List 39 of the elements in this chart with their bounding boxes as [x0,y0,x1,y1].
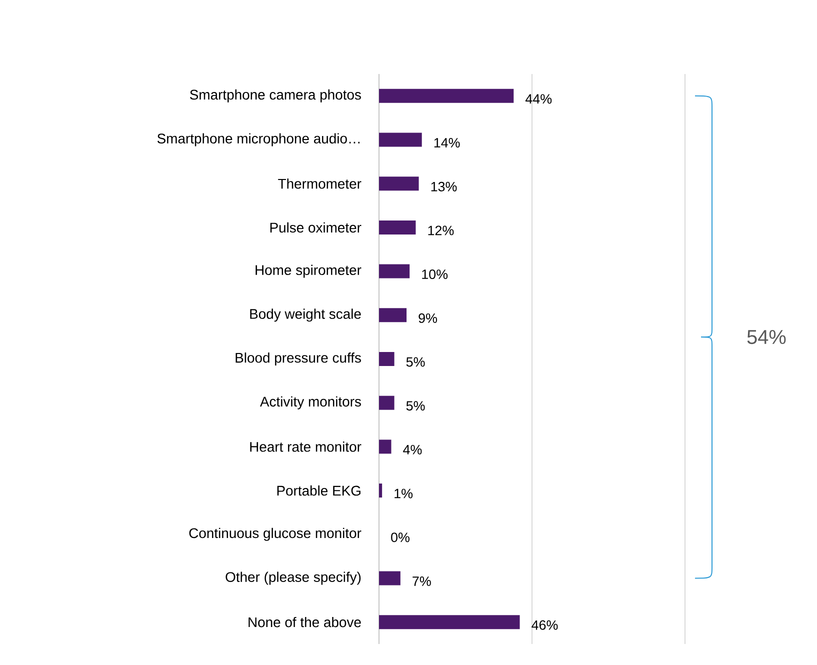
data-label: 44% [525,94,552,104]
bar [379,132,422,147]
data-label: 7% [412,576,431,586]
data-label: 0% [391,532,410,542]
y-tick-label: Continuous glucose monitor [189,528,362,541]
bar [379,396,394,410]
y-tick-label: Other (please specify) [226,572,361,585]
y-tick-label: Smartphone microphone audio… [157,133,360,146]
y-tick-label: Portable EKG [277,485,360,496]
bar [379,264,410,278]
data-label: 10% [422,270,448,280]
data-label: 5% [406,357,425,367]
text: 54% [747,330,786,344]
y-tick-label: None of the above [248,616,361,628]
bar [379,571,400,586]
bar [379,484,382,498]
bar [379,440,392,454]
data-label: 46% [532,620,558,630]
bar [379,176,419,191]
bar [379,220,416,234]
data-label: 4% [403,444,422,454]
y-tick-label: Activity monitors [260,396,361,410]
data-label: 5% [406,401,425,411]
y-tick-label: Thermometer [278,178,362,189]
y-tick-label: Blood pressure cuffs [236,352,361,366]
y-tick-label: Smartphone camera photos [190,89,361,102]
y-tick-label: Home spirometer [256,264,362,278]
data-label: 12% [428,226,454,236]
y-tick-label: Pulse oximeter [270,222,362,233]
y-tick-label: Body weight scale [250,308,361,322]
data-label: 14% [434,138,460,148]
bar [379,308,407,322]
y-tick-label: Heart rate monitor [250,442,362,452]
bar [379,88,514,103]
data-label: 1% [394,488,413,498]
data-label: 13% [431,182,457,192]
bar [379,352,394,366]
bar [379,615,520,630]
data-label: 9% [418,313,438,323]
